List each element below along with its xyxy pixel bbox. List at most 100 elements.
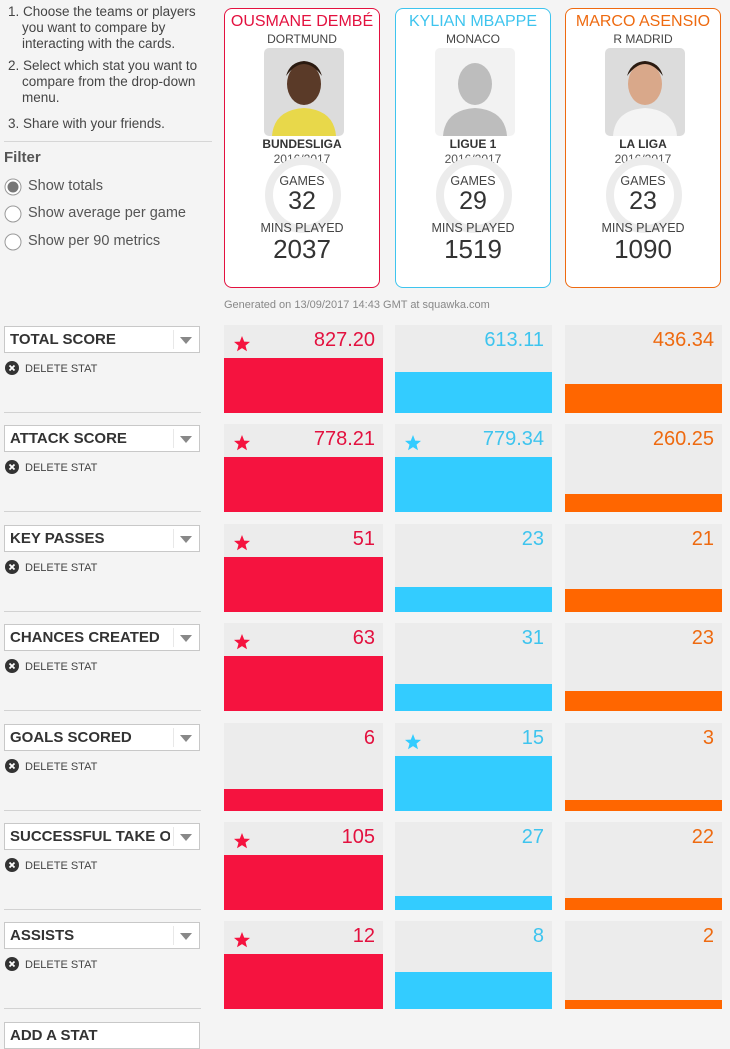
add-stat[interactable]: ADD A STAT (4, 1022, 200, 1049)
stat-dropdown[interactable]: ASSISTS (4, 922, 200, 949)
player-photo (435, 48, 515, 136)
stat-cell: 22 (565, 822, 722, 910)
row-separator (4, 810, 201, 811)
radio-button[interactable] (4, 178, 24, 196)
stat-value: 63 (352, 627, 375, 649)
radio-button[interactable] (4, 233, 24, 251)
delete-icon[interactable] (5, 659, 21, 675)
stat-value: 8 (532, 925, 544, 947)
stat-bar (565, 690, 722, 711)
player-card[interactable]: MARCO ASENSIO R MADRID LA LIGA 2016/2017 GAM… (565, 8, 721, 288)
stat-value: 23 (691, 627, 714, 649)
player-card[interactable]: OUSMANE DEMBÉ DORTMUND BUNDESLIGA 2016/2017… (224, 8, 380, 288)
player-photo (264, 48, 344, 136)
dropdown-arrow[interactable] (173, 327, 199, 352)
radio-option[interactable]: Show average per game (4, 205, 204, 223)
player-club: DORTMUND (267, 32, 337, 46)
stat-cell: 23 (565, 623, 722, 711)
delete-label: DELETE STAT (25, 562, 98, 574)
stat-cell: 12 (224, 921, 383, 1009)
delete-icon[interactable] (5, 858, 21, 874)
stat-cell: 63 (224, 623, 383, 711)
player-card[interactable]: KYLIAN MBAPPE MONACO LIGUE 1 2016/2017 GAMES… (395, 8, 551, 288)
stat-bar (565, 384, 722, 413)
delete-icon[interactable] (5, 560, 21, 576)
dropdown-arrow[interactable] (173, 625, 199, 650)
stat-cell: 2 (565, 921, 722, 1009)
dropdown-arrow[interactable] (173, 923, 199, 948)
generated-note: Generated on 13/09/2017 14:43 GMT at squ… (224, 299, 490, 311)
stat-value: 21 (691, 528, 714, 550)
stat-value: 779.34 (482, 428, 544, 450)
delete-icon[interactable] (5, 759, 21, 775)
delete-stat[interactable]: DELETE STAT (5, 957, 115, 973)
stat-cell: 31 (395, 623, 552, 711)
stat-name: GOALS SCORED (10, 729, 132, 746)
stat-name: ATTACK SCORE (10, 430, 127, 447)
mins-label: MINS PLAYED (601, 221, 685, 235)
leader-star (405, 435, 421, 451)
delete-stat[interactable]: DELETE STAT (5, 460, 115, 476)
stat-cell: 27 (395, 822, 552, 910)
stat-bar (395, 587, 552, 612)
leader-star (405, 734, 421, 750)
delete-icon[interactable] (5, 460, 21, 476)
stat-value: 778.21 (313, 428, 375, 450)
instruction: 1. Choose the teams or players you want … (8, 4, 196, 51)
player-club: MONACO (446, 32, 500, 46)
delete-stat[interactable]: DELETE STAT (5, 361, 115, 377)
mins-value: 1519 (444, 234, 502, 264)
radio-label: Show per 90 metrics (28, 233, 161, 249)
ring (265, 157, 341, 233)
stat-dropdown[interactable]: CHANCES CREATED (4, 624, 200, 651)
mins-label: MINS PLAYED (260, 221, 344, 235)
player-club: R MADRID (613, 32, 673, 46)
dropdown-arrow[interactable] (173, 824, 199, 849)
leader-star (234, 932, 250, 948)
stat-bar (565, 589, 722, 612)
games-label: GAMES (450, 174, 496, 188)
delete-icon[interactable] (5, 957, 21, 973)
stat-cell: 613.11 (395, 325, 552, 413)
stat-bar (565, 999, 722, 1009)
radio-option[interactable]: Show per 90 metrics (4, 233, 204, 251)
row-separator (4, 909, 201, 910)
delete-icon[interactable] (5, 361, 21, 377)
games-label: GAMES (620, 174, 666, 188)
games-value: 32 (288, 187, 316, 215)
leader-star (234, 833, 250, 849)
instruction: 3. Share with your friends. (8, 116, 165, 131)
delete-label: DELETE STAT (25, 363, 98, 375)
player-league: LIGUE 1 (449, 137, 497, 151)
delete-stat[interactable]: DELETE STAT (5, 759, 115, 775)
stat-value: 3 (702, 727, 714, 749)
radio-button[interactable] (4, 205, 24, 223)
stat-name: ASSISTS (10, 927, 75, 944)
mins-value: 2037 (273, 234, 331, 264)
stat-value: 436.34 (652, 329, 714, 351)
stat-dropdown[interactable]: KEY PASSES (4, 525, 200, 552)
player-photo (605, 48, 685, 136)
row-separator (4, 1008, 201, 1009)
stat-bar (224, 457, 383, 512)
stat-dropdown[interactable]: TOTAL SCORE (4, 326, 200, 353)
stat-value: 51 (352, 528, 375, 550)
stat-bar (224, 557, 383, 612)
stat-cell: 15 (395, 723, 552, 811)
delete-stat[interactable]: DELETE STAT (5, 858, 115, 874)
dropdown-arrow[interactable] (173, 426, 199, 451)
delete-stat[interactable]: DELETE STAT (5, 659, 115, 675)
stat-bar (395, 457, 552, 512)
stat-dropdown[interactable]: ATTACK SCORE (4, 425, 200, 452)
delete-stat[interactable]: DELETE STAT (5, 560, 115, 576)
player-league: BUNDESLIGA (262, 137, 342, 151)
dropdown-arrow[interactable] (173, 526, 199, 551)
stat-bar (565, 898, 722, 910)
radio-option[interactable]: Show totals (4, 178, 204, 196)
stat-dropdown[interactable]: SUCCESSFUL TAKE O (4, 823, 200, 850)
stat-bar (565, 493, 722, 512)
stat-dropdown[interactable]: GOALS SCORED (4, 724, 200, 751)
stat-cell: 436.34 (565, 325, 722, 413)
dropdown-arrow[interactable] (173, 725, 199, 750)
